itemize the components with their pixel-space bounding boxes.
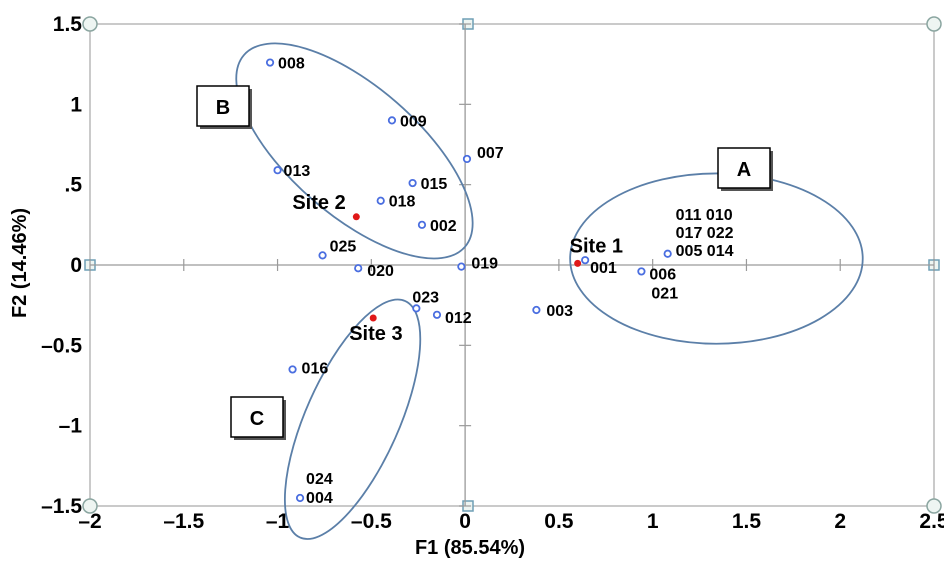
- point-label: 024: [306, 471, 333, 488]
- site-label: Site 1: [570, 235, 623, 257]
- data-point: [408, 178, 417, 188]
- data-point: [462, 154, 472, 164]
- group-label-boxes: A B C: [196, 85, 773, 440]
- group-box-a: [717, 147, 771, 189]
- site-point: [352, 213, 360, 221]
- group-box-label: A: [737, 159, 751, 181]
- point-label: 019: [471, 256, 498, 273]
- x-tick-label: 2: [834, 510, 846, 533]
- corner-handle: [926, 16, 942, 32]
- data-point: [376, 196, 385, 205]
- group-box-c: [230, 396, 284, 438]
- site-point: [574, 259, 582, 267]
- x-tick-label: –2: [78, 510, 101, 533]
- point-label: 015: [421, 176, 448, 193]
- data-point: [637, 267, 646, 276]
- group-box-b: [196, 85, 250, 127]
- y-tick-label: –1: [59, 415, 83, 438]
- point-label: 009: [400, 113, 427, 130]
- point-label: 004: [306, 490, 333, 507]
- site-label: Site 3: [349, 323, 402, 345]
- data-point: [265, 58, 275, 67]
- y-tick-label: 1.5: [53, 13, 83, 36]
- point-label: 025: [330, 238, 357, 255]
- x-tick-label: –0.5: [351, 510, 392, 533]
- y-tick-label: –0.5: [41, 334, 82, 357]
- point-label: 007: [477, 145, 504, 162]
- point-label: 016: [302, 360, 329, 377]
- x-axis-label: F1 (85.54%): [415, 537, 525, 559]
- point-label: 002: [430, 218, 457, 235]
- group-box-label: B: [216, 97, 230, 119]
- x-tick-label: 1: [647, 510, 659, 533]
- point-label: 003: [546, 303, 573, 320]
- data-point: [532, 305, 541, 315]
- x-tick-label: –1: [266, 510, 290, 533]
- data-point: [417, 220, 427, 229]
- point-label: 013: [284, 163, 311, 180]
- y-tick-label: .5: [64, 174, 82, 197]
- data-point: [581, 256, 590, 265]
- point-label: 001: [590, 260, 617, 277]
- y-tick-label: –1.5: [41, 495, 82, 518]
- site-label: Site 2: [292, 192, 345, 214]
- point-label: 017 022: [676, 225, 734, 242]
- data-point: [457, 262, 466, 271]
- data-point: [288, 365, 297, 374]
- point-label: 023: [412, 289, 439, 306]
- x-tick-label: 0.5: [544, 510, 574, 533]
- corner-handle: [82, 16, 98, 32]
- group-box-label: C: [250, 408, 264, 430]
- point-label: 020: [367, 263, 394, 280]
- x-tick-label: 1.5: [732, 510, 762, 533]
- point-label: 011 010: [676, 207, 733, 224]
- data-point: [295, 493, 305, 503]
- x-tick-label: 0: [459, 510, 471, 533]
- data-point: [663, 249, 672, 258]
- data-point: [354, 264, 363, 273]
- point-label: 005 014: [676, 243, 734, 260]
- y-tick-label: 0: [70, 254, 82, 277]
- y-axis-label: F2 (14.46%): [9, 208, 31, 318]
- x-tick-label: –1.5: [163, 510, 204, 533]
- corner-handle: [82, 498, 98, 514]
- point-label: 021: [651, 285, 678, 302]
- point-label: 012: [445, 310, 472, 327]
- corner-handle: [926, 498, 942, 514]
- tick-labels: –2 –1.5 –1 –0.5 0 0.5 1 1.5 2 2.51.51.50–0.5–1–1.…: [41, 13, 944, 533]
- group-ellipse-b: [235, 42, 474, 260]
- data-point: [412, 304, 421, 313]
- group-ellipse-c: [283, 298, 422, 540]
- data-point: [318, 251, 327, 260]
- site-point: [369, 314, 377, 322]
- point-label: 006: [649, 266, 676, 283]
- point-label: 008: [278, 56, 305, 73]
- group-ellipses: [235, 42, 864, 540]
- data-points: 008 009 007 013 015 018 002 025 020 019 023 012 003 0…: [265, 56, 734, 507]
- data-point: [273, 166, 282, 175]
- group-ellipse-a: [569, 172, 864, 345]
- y-tick-label: 1: [70, 93, 82, 116]
- x-tick-label: 2.5: [919, 510, 944, 533]
- point-label: 018: [389, 194, 416, 211]
- data-point: [387, 116, 397, 125]
- data-point: [432, 310, 442, 319]
